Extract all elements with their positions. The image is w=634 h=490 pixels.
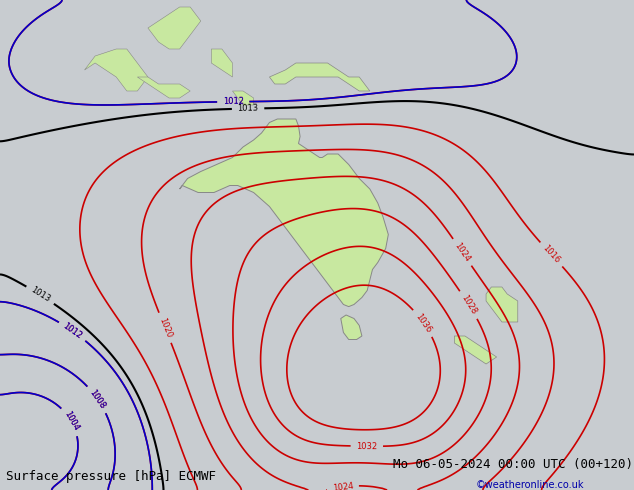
Text: 1024: 1024: [332, 481, 354, 490]
Text: 1012: 1012: [61, 321, 84, 341]
Text: 1032: 1032: [356, 441, 377, 451]
Polygon shape: [455, 336, 496, 364]
Polygon shape: [148, 7, 201, 49]
Polygon shape: [84, 49, 148, 91]
Text: 1013: 1013: [238, 104, 259, 113]
Text: 1020: 1020: [157, 317, 173, 339]
Polygon shape: [211, 49, 233, 77]
Text: 1012: 1012: [61, 321, 84, 341]
Text: 1024: 1024: [453, 241, 472, 264]
Text: 1008: 1008: [88, 388, 107, 411]
Text: 1028: 1028: [460, 294, 478, 316]
Text: 1004: 1004: [62, 410, 81, 433]
Text: Surface pressure [hPa] ECMWF: Surface pressure [hPa] ECMWF: [6, 470, 216, 483]
Polygon shape: [179, 119, 388, 307]
Text: 1013: 1013: [29, 286, 51, 304]
Text: 1036: 1036: [413, 312, 433, 334]
Text: 1012: 1012: [223, 97, 244, 106]
Text: 1012: 1012: [223, 97, 244, 106]
Text: 1008: 1008: [88, 388, 107, 411]
Text: Mo 06-05-2024 00:00 UTC (00+120): Mo 06-05-2024 00:00 UTC (00+120): [393, 458, 633, 471]
Polygon shape: [486, 287, 518, 322]
Polygon shape: [138, 77, 190, 98]
Polygon shape: [233, 91, 254, 105]
Polygon shape: [341, 315, 362, 340]
Text: ©weatheronline.co.uk: ©weatheronline.co.uk: [476, 480, 584, 490]
Text: 1016: 1016: [541, 244, 562, 265]
Polygon shape: [269, 63, 370, 91]
Text: 1004: 1004: [62, 410, 81, 433]
